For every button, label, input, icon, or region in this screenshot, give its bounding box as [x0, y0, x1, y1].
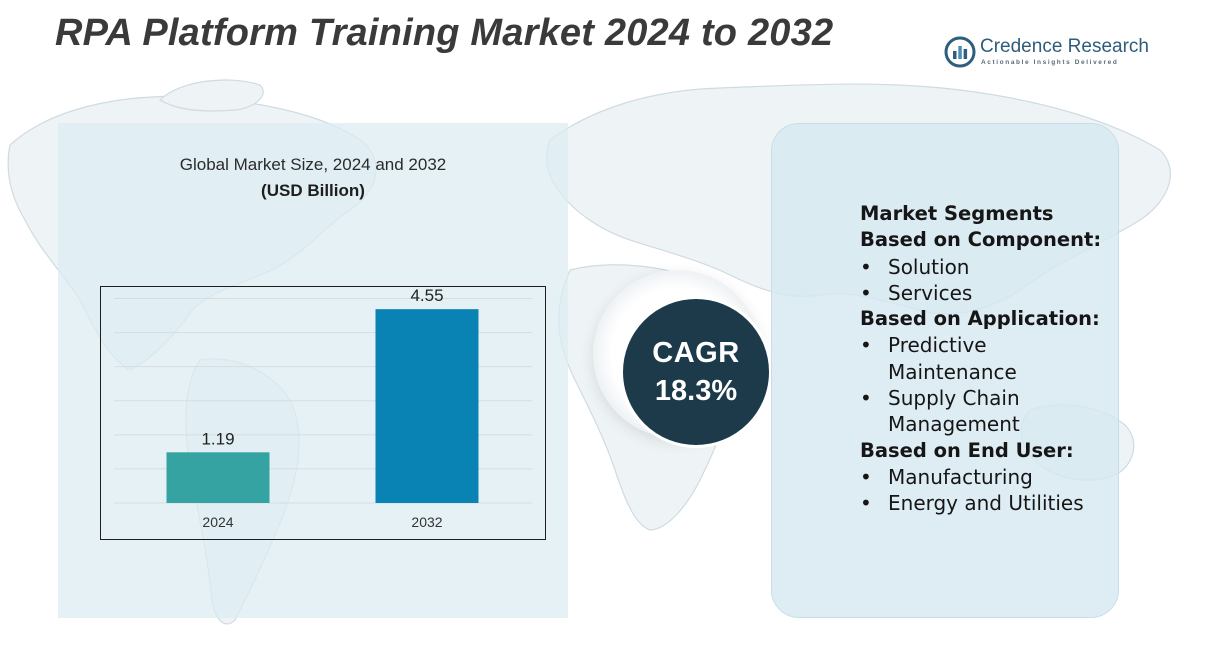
- credence-logo-icon: [944, 36, 976, 68]
- segment-item: • Services: [860, 280, 1120, 306]
- segment-item: • Energy and Utilities: [860, 490, 1120, 516]
- segment-item-label: Manufacturing: [888, 464, 1033, 489]
- segment-item-label: Services: [888, 280, 973, 305]
- x-tick-label-2024: 2024: [202, 514, 233, 530]
- segment-item-label: Supply Chain Management: [888, 386, 1020, 437]
- bar-2032: [375, 309, 479, 503]
- cagr-value: 18.3%: [654, 375, 738, 407]
- bullet-icon: •: [860, 254, 872, 279]
- bullet-icon: •: [860, 464, 872, 489]
- market-segments-panel: Market Segments Based on Component: • Sol…: [771, 123, 1119, 618]
- segment-item-label: Energy and Utilities: [888, 491, 1084, 516]
- segment-item: • Supply Chain Management: [860, 385, 1120, 438]
- brand-tagline: Actionable Insights Delivered: [981, 59, 1119, 66]
- segment-group-header: Based on Component:: [860, 228, 1102, 252]
- segment-item: • Predictive Maintenance: [860, 332, 1120, 385]
- segments-list: Market Segments Based on Component: • Sol…: [860, 201, 1120, 517]
- segment-item-label: Predictive Maintenance: [888, 333, 1017, 384]
- bullet-icon: •: [860, 280, 872, 305]
- segment-item: • Solution: [860, 254, 1120, 280]
- bar-2024: [166, 452, 270, 503]
- value-label-2032: 4.55: [410, 286, 443, 305]
- market-size-panel: Global Market Size, 2024 and 2032 (USD B…: [58, 123, 568, 618]
- segment-group-header: Based on End User:: [860, 438, 1074, 462]
- segments-title: Market Segments: [860, 202, 1054, 225]
- chart-caption: Global Market Size, 2024 and 2032: [179, 155, 447, 174]
- bullet-icon: •: [860, 386, 872, 411]
- page-title: RPA Platform Training Market 2024 to 203…: [55, 12, 834, 54]
- brand-name: Credence Research: [980, 36, 1149, 57]
- chart-unit: (USD Billion): [261, 181, 365, 200]
- bullet-icon: •: [860, 333, 872, 358]
- chart-tick-labels: 2024 2032: [202, 514, 442, 530]
- segment-group-items: • Predictive Maintenance • Supply Chain Ma…: [860, 332, 1120, 437]
- chart-frame: [100, 286, 546, 540]
- brand-logo: Credence Research Actionable Insights De…: [944, 36, 1149, 72]
- cagr-label: CAGR: [652, 337, 740, 369]
- segment-item-label: Solution: [888, 254, 970, 279]
- segment-group-items: • Manufacturing • Energy and Utilities: [860, 464, 1120, 517]
- bullet-icon: •: [860, 491, 872, 516]
- bar-chart: 1.19 4.55 2024 2032: [100, 286, 546, 540]
- chart-bars: [166, 309, 479, 503]
- cagr-badge: CAGR 18.3%: [620, 296, 772, 448]
- segment-group-header: Based on Application:: [860, 307, 1100, 331]
- segment-group-items: • Solution • Services: [860, 254, 1120, 307]
- segment-item: • Manufacturing: [860, 464, 1120, 490]
- chart-value-labels: 1.19 4.55: [201, 286, 443, 448]
- x-tick-label-2032: 2032: [411, 514, 442, 530]
- value-label-2024: 1.19: [201, 429, 234, 448]
